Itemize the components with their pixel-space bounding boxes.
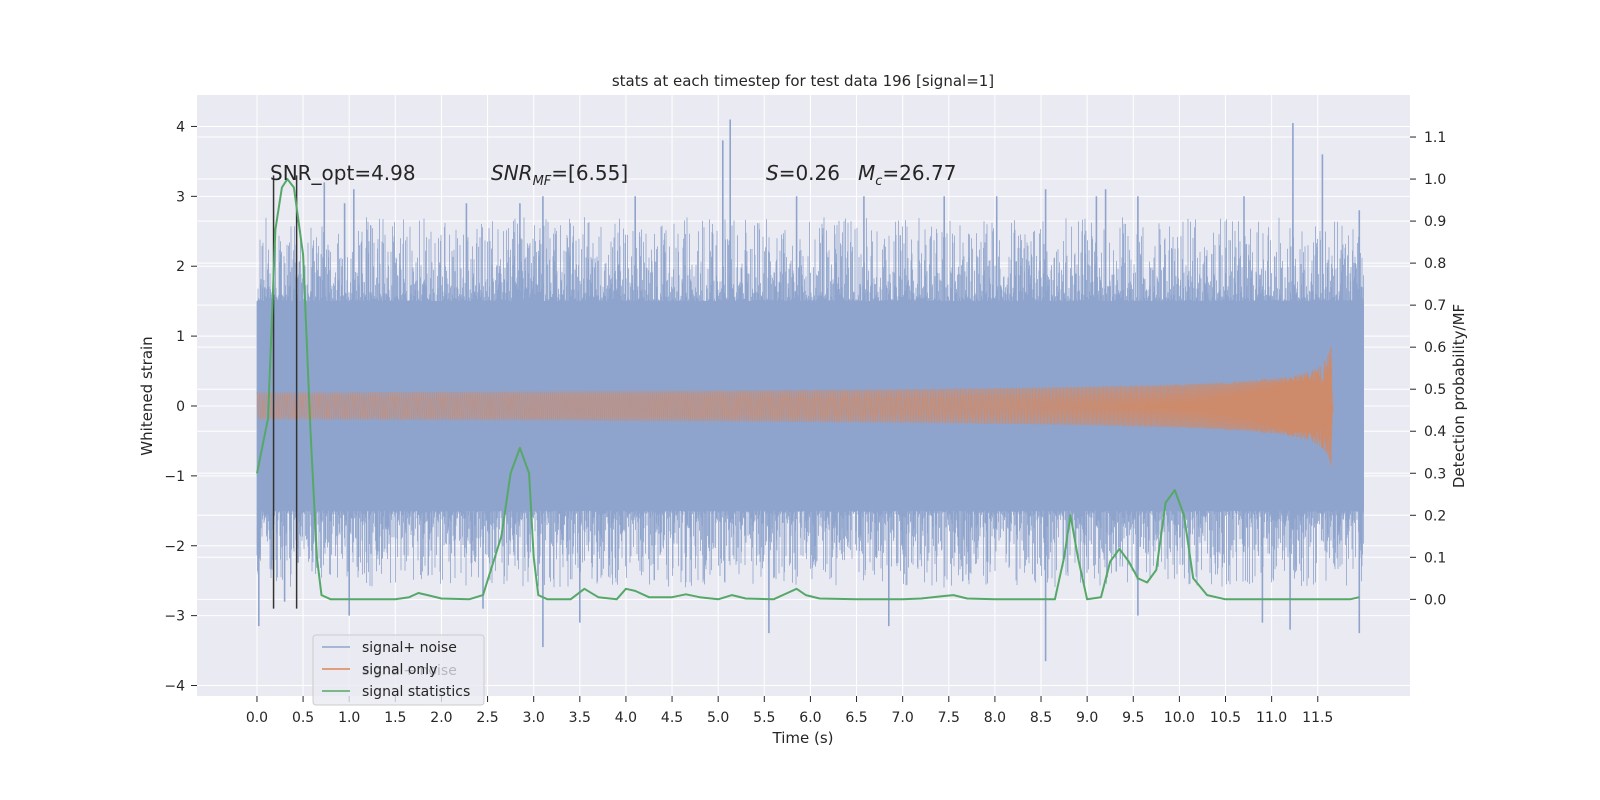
x-tick-label-18: 9.0 xyxy=(1076,710,1098,726)
legend-label-signal-statistics: signal statistics xyxy=(362,684,470,700)
y2-tick-label-4: 0.7 xyxy=(1424,298,1446,314)
y-tick-label-6: −2 xyxy=(164,539,185,555)
y2-tick-label-7: 0.4 xyxy=(1424,424,1446,440)
vertical-markers xyxy=(272,175,298,609)
x-axis: 0.0 0.5 1.0 1.5 2.0 2.5 3.0 3.5 4.0 4.5 5.0 5.5 6.0 6… xyxy=(246,696,1333,726)
x-tick-label-14: 7.0 xyxy=(892,710,914,726)
x-tick-label-17: 8.5 xyxy=(1030,710,1052,726)
y2-tick-label-2: 0.9 xyxy=(1424,214,1446,230)
annotation-snr-mf-base: SNR xyxy=(491,161,533,185)
x-tick-label-0: 0.0 xyxy=(246,710,268,726)
annotation-snr-mf-sub: MF xyxy=(533,174,552,189)
y2-tick-label-3: 0.8 xyxy=(1424,256,1446,272)
y-tick-label-2: 2 xyxy=(176,259,185,275)
x-tick-label-23: 11.5 xyxy=(1302,710,1333,726)
annotation-s-base: S xyxy=(766,161,779,185)
x-tick-label-8: 4.0 xyxy=(615,710,637,726)
x-tick-label-15: 7.5 xyxy=(938,710,960,726)
x-tick-label-20: 10.0 xyxy=(1164,710,1195,726)
x-tick-label-5: 2.5 xyxy=(476,710,498,726)
signal-only-line xyxy=(256,346,1334,467)
y-tick-label-5: −1 xyxy=(164,469,185,485)
y2-tick-label-10: 0.1 xyxy=(1424,550,1446,566)
x-axis-label: Time (s) xyxy=(772,729,834,747)
y-axis-left: 4 3 2 1 0 −1 −2 −3 −4 xyxy=(164,119,197,695)
annotation-mc-base: M xyxy=(858,161,875,185)
y-axis-right: 1.1 1.0 0.9 0.8 0.7 0.6 0.5 0.4 0.3 0.2 0.1 0.0 xyxy=(1410,130,1446,608)
y2-tick-label-9: 0.2 xyxy=(1424,508,1446,524)
legend: signal+ noise signal+ noise signal only … xyxy=(312,634,485,706)
x-tick-label-7: 3.5 xyxy=(569,710,591,726)
signal-only-series xyxy=(256,346,1334,467)
annotation-snr-mf: SNRMF=[6.55] xyxy=(491,161,628,189)
y-tick-label-7: −3 xyxy=(164,609,185,625)
x-tick-label-6: 3.0 xyxy=(523,710,545,726)
signal-statistics-line xyxy=(256,178,1360,601)
x-tick-label-11: 5.5 xyxy=(753,710,775,726)
legend-ghost-text: signal+ noise xyxy=(362,663,457,679)
x-tick-label-1: 0.5 xyxy=(292,710,314,726)
noise-peaks xyxy=(258,119,1361,662)
annotation-mc-sub: c xyxy=(875,174,882,189)
x-tick-label-21: 10.5 xyxy=(1210,710,1241,726)
x-tick-label-16: 8.0 xyxy=(984,710,1006,726)
annotation-s: S=0.26 xyxy=(766,161,840,185)
y-tick-label-0: 4 xyxy=(176,119,185,135)
x-tick-label-12: 6.0 xyxy=(799,710,821,726)
y-axis-label: Whitened strain xyxy=(138,336,156,455)
x-tick-label-3: 1.5 xyxy=(384,710,406,726)
y2-tick-label-11: 0.0 xyxy=(1424,592,1446,608)
y-tick-label-4: 0 xyxy=(176,399,185,415)
y2-tick-label-6: 0.5 xyxy=(1424,382,1446,398)
x-tick-label-4: 2.0 xyxy=(430,710,452,726)
chart-title: stats at each timestep for test data 196… xyxy=(612,72,994,90)
x-tick-label-9: 4.5 xyxy=(661,710,683,726)
annotation-mc-value: =26.77 xyxy=(882,161,956,185)
y2-tick-label-1: 1.0 xyxy=(1424,172,1446,188)
annotation-s-value: =0.26 xyxy=(779,161,840,185)
signal-statistics-series xyxy=(256,178,1360,601)
legend-box xyxy=(312,634,485,706)
annotation-mc: Mc=26.77 xyxy=(858,161,956,189)
x-tick-label-13: 6.5 xyxy=(845,710,867,726)
legend-label-signal-noise: signal+ noise xyxy=(362,640,457,656)
y-tick-label-3: 1 xyxy=(176,329,185,345)
y2-tick-label-0: 1.1 xyxy=(1424,130,1446,146)
y2-tick-label-8: 0.3 xyxy=(1424,466,1446,482)
x-tick-label-19: 9.5 xyxy=(1122,710,1144,726)
y-tick-label-8: −4 xyxy=(164,679,185,695)
annotation-snr-mf-value: =[6.55] xyxy=(551,161,628,185)
annotation-snr-opt: SNR_opt=4.98 xyxy=(270,161,416,185)
x-tick-label-10: 5.0 xyxy=(707,710,729,726)
x-tick-label-2: 1.0 xyxy=(338,710,360,726)
y-tick-label-1: 3 xyxy=(176,189,185,205)
y2-axis-label: Detection probability/MF xyxy=(1450,304,1468,488)
legend-label-signal-only: signal only xyxy=(362,662,437,678)
y2-tick-label-5: 0.6 xyxy=(1424,340,1446,356)
x-tick-label-22: 11.0 xyxy=(1256,710,1287,726)
